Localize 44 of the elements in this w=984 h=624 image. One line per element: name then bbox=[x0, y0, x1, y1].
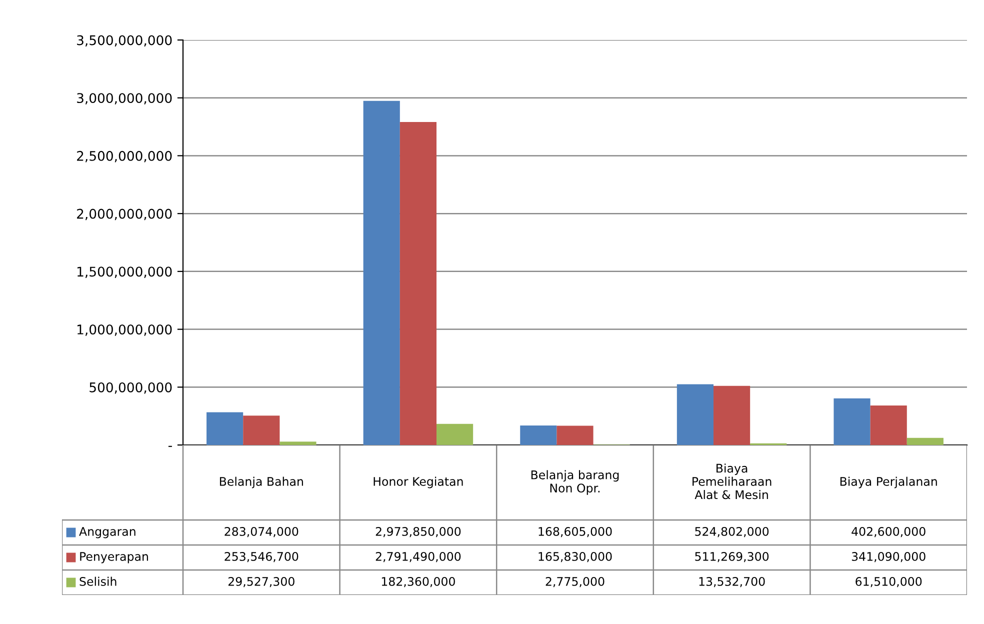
data-label: 2,973,850,000 bbox=[376, 526, 461, 538]
bar bbox=[436, 424, 474, 445]
bar bbox=[556, 426, 594, 445]
y-tick-label: 2,500,000,000 bbox=[77, 150, 172, 162]
legend-label: Selisih bbox=[80, 576, 116, 586]
data-label: 2,791,490,000 bbox=[376, 552, 461, 562]
x-tick-label: Biaya Perjalanan bbox=[840, 476, 937, 488]
bar bbox=[280, 442, 316, 445]
bar bbox=[363, 100, 400, 445]
data-label: 341,090,000 bbox=[852, 552, 926, 562]
x-tick-label: Belanja barang Non Opr. bbox=[531, 470, 619, 495]
bar bbox=[520, 425, 557, 445]
legend-label: Penyerapan bbox=[80, 552, 148, 564]
data-label: 165,830,000 bbox=[538, 552, 612, 562]
bar bbox=[714, 386, 750, 445]
data-label: 253,546,700 bbox=[224, 552, 298, 562]
y-tick-label: 2,000,000,000 bbox=[77, 208, 172, 220]
data-label: 29,527,300 bbox=[228, 576, 294, 588]
data-label: 168,605,000 bbox=[538, 526, 612, 538]
y-tick-label: 500,000,000 bbox=[90, 382, 172, 394]
y-tick-label: 3,000,000,000 bbox=[77, 93, 172, 104]
data-label: 402,600,000 bbox=[852, 526, 926, 538]
bar bbox=[243, 416, 280, 445]
data-label: 13,532,700 bbox=[699, 576, 765, 588]
y-tick-label: - bbox=[168, 446, 172, 447]
x-tick-label: Belanja Bahan bbox=[220, 476, 303, 488]
data-label: 61,510,000 bbox=[856, 576, 922, 588]
bar bbox=[206, 412, 244, 445]
y-tick-label: 1,000,000,000 bbox=[78, 324, 172, 336]
data-label: 511,269,300 bbox=[695, 552, 769, 562]
bar bbox=[676, 384, 714, 445]
y-tick-label: 3,500,000,000 bbox=[77, 35, 172, 47]
legend-label: Anggaran bbox=[79, 527, 136, 538]
data-label: 283,074,000 bbox=[224, 526, 298, 538]
y-tick-label: 1,500,000,000 bbox=[78, 266, 172, 278]
data-label: 524,802,000 bbox=[695, 526, 769, 538]
bar bbox=[834, 398, 870, 445]
bar bbox=[906, 438, 944, 445]
x-tick-label: Biaya Pemeliharaan Alat & Mesin bbox=[692, 464, 772, 500]
bar bbox=[400, 122, 436, 445]
data-label: 182,360,000 bbox=[382, 576, 455, 588]
bar bbox=[870, 406, 907, 445]
x-tick-label: Honor Kegiatan bbox=[374, 476, 463, 488]
data-label: 2,775,000 bbox=[546, 576, 604, 588]
